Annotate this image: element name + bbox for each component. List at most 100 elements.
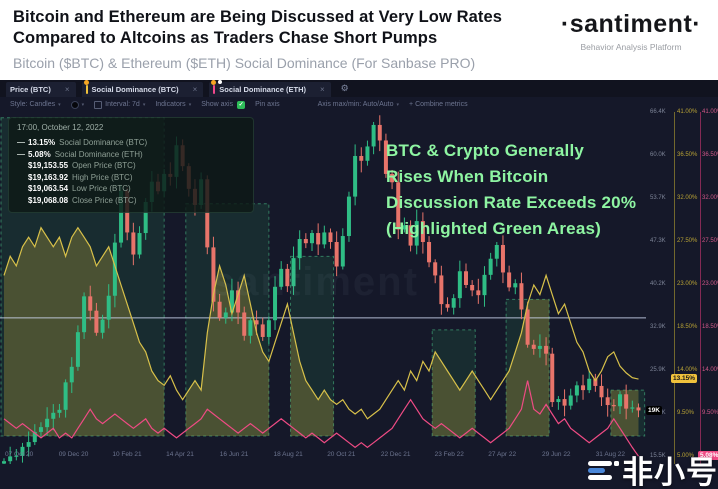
tab-label: Social Dominance (BTC)	[91, 85, 179, 94]
tooltip-row: —13.15% Social Dominance (BTC)	[17, 137, 245, 149]
x-axis-label: 14 Apr 21	[166, 451, 194, 458]
x-axis-label: 29 Jun 22	[542, 451, 571, 458]
tooltip-value: $19,163.92	[28, 172, 69, 182]
axis-line	[674, 112, 675, 464]
close-icon[interactable]: ×	[64, 84, 70, 94]
plot-area: santiment 17:00, October 12, 2022 —13.15…	[0, 109, 718, 489]
dominance-btc-axis-label: 14.00%	[677, 367, 698, 373]
santiment-logo: ·santiment· Behavior Analysis Platform	[556, 10, 706, 52]
dominance-eth-axis-label: 27.50%	[702, 238, 718, 244]
tab-notification-dot	[83, 80, 89, 85]
dominance-btc-axis-label: 32.00%	[677, 195, 698, 201]
x-axis-label: 27 Apr 22	[488, 451, 517, 458]
social-dominance-eth-line	[3, 380, 639, 457]
tab-color-bar	[213, 85, 216, 94]
chart-annotation: BTC & Crypto Generally Rises When Bitcoin…	[386, 138, 636, 242]
tab-social-dominance-btc-[interactable]: Social Dominance (BTC) ×	[81, 80, 204, 97]
dominance-eth-axis-label: 23.00%	[702, 281, 718, 287]
tooltip-label: Social Dominance (ETH)	[54, 149, 143, 159]
santiment-logotype: ·santiment·	[560, 10, 702, 38]
tab-color-bar	[85, 85, 88, 94]
x-axis-label: 23 Feb 22	[434, 451, 464, 458]
annotation-line: BTC & Crypto Generally	[386, 141, 585, 160]
santiment-tagline: Behavior Analysis Platform	[580, 42, 682, 52]
indicators-select[interactable]: Indicators ▾	[155, 101, 191, 108]
checkbox-checked-icon[interactable]: ✓	[237, 100, 246, 109]
tab-social-dominance-eth-[interactable]: Social Dominance (ETH) ×	[209, 80, 331, 97]
feixiaohao-logo-icon	[588, 456, 619, 484]
tooltip-timestamp: 17:00, October 12, 2022	[17, 123, 104, 132]
pin-axis-button[interactable]: Pin axis	[255, 101, 280, 108]
tooltip-value: 13.15%	[28, 138, 56, 147]
tab-notification-dot	[218, 80, 223, 84]
dominance-eth-axis-label: 36.50%	[702, 152, 718, 158]
chevron-down-icon: ▾	[58, 101, 61, 108]
series-marker: —	[17, 138, 25, 147]
x-axis-label: 18 Aug 21	[273, 451, 303, 458]
tab-price-btc-[interactable]: Price (BTC) ×	[6, 82, 76, 97]
tooltip-row: —5.08% Social Dominance (ETH)	[17, 149, 245, 161]
interval-label: Interval: 7d	[105, 101, 140, 108]
tooltip-row: $19,163.92 High Price (BTC)	[17, 172, 245, 184]
social-dominance-btc-line	[3, 226, 639, 420]
tooltip-row: $19,068.08 Close Price (BTC)	[17, 195, 245, 207]
settings-gear-icon[interactable]: ⚙	[340, 83, 349, 93]
price-axis-label: 47.3K	[650, 238, 666, 244]
chart-toolbar: Style: Candles ▾ ▾ Interval: 7d ▾ Indica…	[0, 97, 718, 112]
axis-line	[700, 112, 701, 464]
x-axis-label: 31 Aug 22	[595, 451, 625, 458]
close-icon[interactable]: ×	[319, 84, 325, 94]
x-axis-label: 07 Oct 20	[5, 451, 34, 458]
dominance-btc-axis-label: 27.50%	[677, 238, 698, 244]
interval-select[interactable]: Interval: 7d ▾	[94, 100, 146, 109]
tooltip-rows: —13.15% Social Dominance (BTC) —5.08% Socia…	[17, 137, 245, 206]
price-axis-label: 60.0K	[650, 152, 666, 158]
color-swatch-select[interactable]: ▾	[70, 100, 85, 109]
price-axis-label: 25.9K	[650, 367, 666, 373]
header: Bitcoin and Ethereum are Being Discussed…	[0, 0, 718, 80]
close-icon[interactable]: ×	[192, 84, 198, 94]
series-marker: —	[17, 149, 25, 159]
style-select[interactable]: Style: Candles ▾	[10, 101, 61, 108]
feixiaohao-watermark: 非小号	[588, 447, 718, 489]
annotation-line: Rises When Bitcoin	[386, 167, 549, 186]
x-axis-label: 10 Feb 21	[112, 451, 142, 458]
color-swatch	[70, 100, 79, 109]
current-dominance-eth-badge: 5.08%	[698, 451, 718, 460]
dominance-eth-axis-label: 14.00%	[702, 367, 718, 373]
dominance-btc-axis-label: 23.00%	[677, 281, 698, 287]
axis-maxmin-label: Axis max/min: Auto/Auto	[317, 101, 394, 108]
x-axis-label: 16 Jun 21	[219, 451, 249, 458]
x-axis-label: 20 Oct 21	[327, 451, 356, 458]
dominance-eth-axis-label: 18.50%	[702, 324, 718, 330]
metric-tabs: Price (BTC) × Social Dominance (BTC) × Socia…	[0, 80, 331, 97]
dominance-btc-axis-label: 5.00%	[677, 453, 695, 459]
axis-maxmin-select[interactable]: Axis max/min: Auto/Auto ▾	[318, 101, 399, 108]
dominance-eth-axis-label: 9.50%	[702, 410, 718, 416]
show-axis-toggle[interactable]: Show axis ✓	[201, 100, 246, 109]
dominance-eth-axis-label: 32.00%	[702, 195, 718, 201]
x-axis-label: 09 Dec 20	[58, 451, 89, 458]
plus-icon: +	[409, 101, 414, 108]
tooltip-value: 5.08%	[28, 149, 51, 159]
chart-app: Price (BTC) × Social Dominance (BTC) × Socia…	[0, 80, 718, 489]
btc-candles	[2, 115, 641, 464]
page-subtitle: Bitcoin ($BTC) & Ethereum ($ETH) Social …	[13, 55, 476, 71]
tab-label: Social Dominance (ETH)	[219, 85, 306, 94]
santiment-watermark: santiment	[212, 260, 419, 304]
dominance-btc-axis-label: 36.50%	[677, 152, 698, 158]
chevron-down-icon: ▾	[142, 101, 146, 108]
combine-metrics-button[interactable]: + Combine metrics	[409, 101, 468, 108]
tooltip-label: Social Dominance (BTC)	[59, 138, 148, 147]
tooltip-label: Close Price (BTC)	[72, 195, 137, 205]
pin-axis-label: Pin axis	[255, 101, 280, 108]
price-axis-label: 66.4K	[650, 109, 666, 115]
tooltip-row: $19,153.55 Open Price (BTC)	[17, 160, 245, 172]
tooltip-value: $19,063.54	[28, 184, 69, 193]
tooltip-value: $19,068.08	[28, 195, 69, 205]
dominance-eth-axis-label: 41.00%	[702, 109, 718, 115]
chevron-down-icon: ▾	[81, 101, 85, 108]
combine-metrics-label: Combine metrics	[415, 101, 468, 108]
tooltip-label: High Price (BTC)	[72, 172, 133, 182]
